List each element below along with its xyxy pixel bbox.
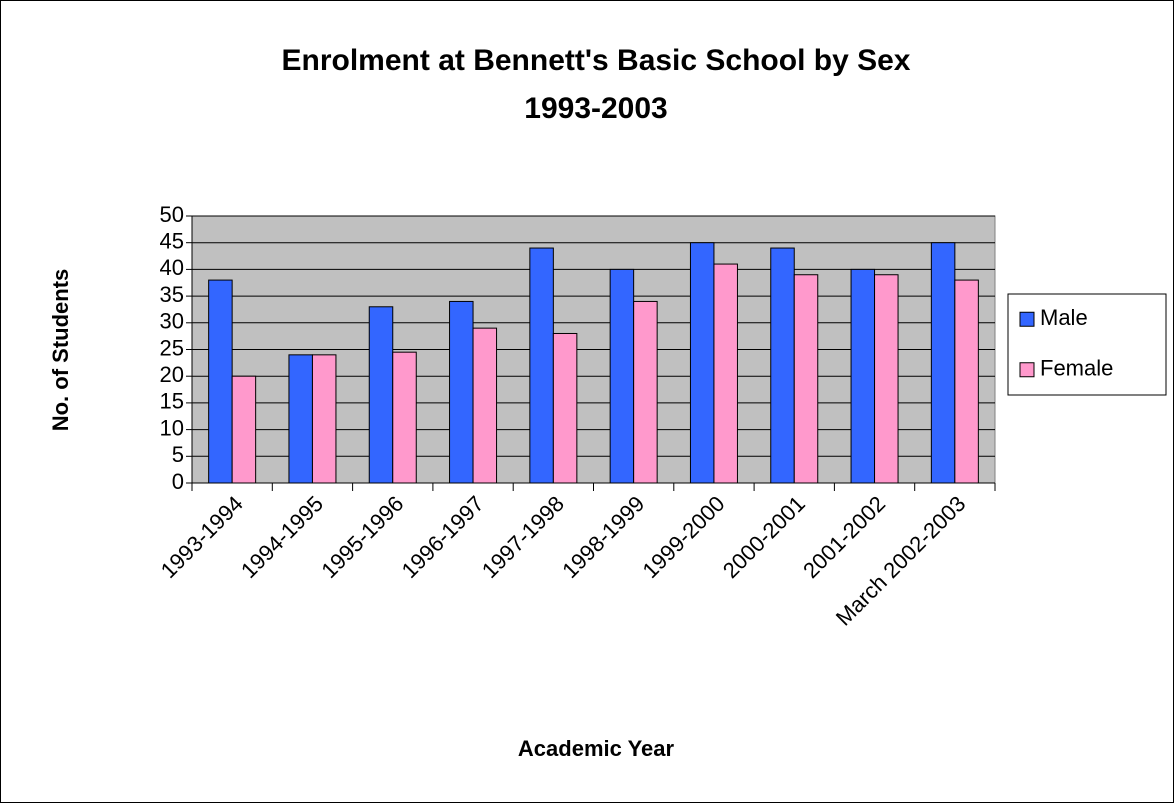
y-tick-label: 40 xyxy=(160,255,184,280)
y-tick-label: 30 xyxy=(160,309,184,334)
bar xyxy=(208,279,233,484)
y-tick-label: 15 xyxy=(160,389,184,414)
bar xyxy=(449,300,474,484)
bar xyxy=(311,354,337,484)
y-tick-label: 25 xyxy=(160,335,184,360)
bar xyxy=(609,268,635,484)
bar xyxy=(954,279,979,484)
bar xyxy=(689,242,715,484)
legend-swatch xyxy=(1019,362,1035,378)
bar xyxy=(713,263,738,484)
x-axis-title: Academic Year xyxy=(518,736,675,761)
bar xyxy=(392,351,417,484)
bar xyxy=(793,274,819,484)
y-tick-label: 50 xyxy=(160,202,184,227)
y-tick-label: 0 xyxy=(172,469,184,494)
legend-swatch xyxy=(1019,311,1035,327)
y-tick-label: 45 xyxy=(160,229,184,254)
bar xyxy=(930,242,956,484)
bar xyxy=(529,247,554,484)
legend-box xyxy=(1007,293,1167,396)
y-axis-title: No. of Students xyxy=(48,269,73,432)
bar xyxy=(633,300,658,484)
y-tick-label: 20 xyxy=(160,362,184,387)
bar xyxy=(552,332,578,484)
bar xyxy=(231,375,257,484)
bar xyxy=(368,306,394,484)
legend-label: Male xyxy=(1040,305,1088,330)
y-tick-label: 10 xyxy=(160,415,184,440)
bar xyxy=(850,268,876,484)
y-tick-label: 5 xyxy=(172,442,184,467)
chart-title: 1993-2003 xyxy=(524,92,667,125)
bar xyxy=(472,327,498,484)
bar xyxy=(770,247,795,484)
bar xyxy=(874,274,899,484)
legend-label: Female xyxy=(1040,356,1113,381)
y-tick-label: 35 xyxy=(160,282,184,307)
bar xyxy=(288,354,313,484)
chart-title: Enrolment at Bennett's Basic School by S… xyxy=(282,44,911,77)
